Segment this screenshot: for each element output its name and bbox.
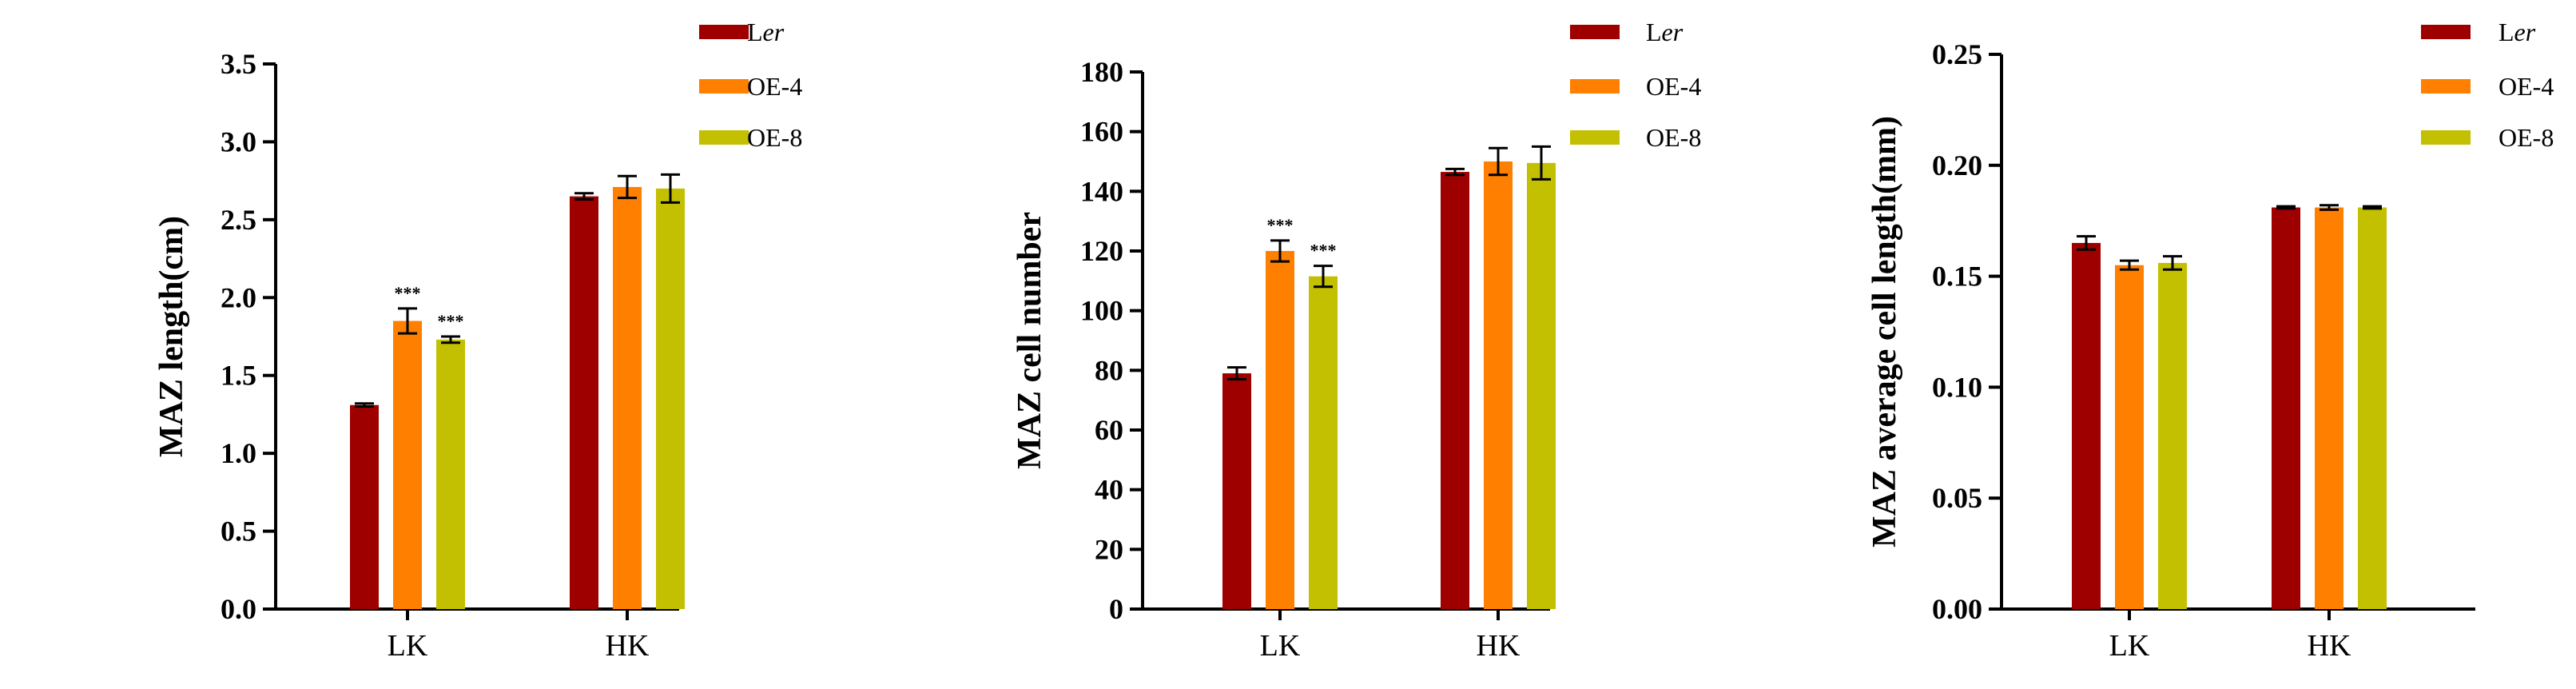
legend-swatch xyxy=(699,25,749,39)
legend-label-italic: er xyxy=(763,18,785,46)
y-tick-label: 160 xyxy=(1080,116,1123,148)
x-category-label: HK xyxy=(1477,629,1521,663)
legend-swatch xyxy=(1570,25,1620,39)
legend-label-prefix: L xyxy=(2498,18,2514,46)
legend-item-oe-4: OE-4 xyxy=(699,72,802,101)
y-axis-title: MAZ average cell length(mm) xyxy=(1866,116,1903,548)
bar-oe-4-lk xyxy=(2115,265,2144,609)
y-tick-label: 0.00 xyxy=(1932,593,1982,625)
significance-mark: *** xyxy=(438,311,464,331)
y-tick-label: 0.05 xyxy=(1932,482,1982,514)
chart-3: 0.00 0.05 0.10 0.15 0.20 0.25 MAZ average cell… xyxy=(1866,18,2554,663)
legend-label: Ler xyxy=(1646,18,1684,46)
y-tick-label: 180 xyxy=(1080,56,1123,88)
bar-oe-4-lk xyxy=(1266,251,1294,609)
y-tick-label: 120 xyxy=(1080,235,1123,267)
y-tick-label: 1.5 xyxy=(221,360,256,392)
y-tick-label: 100 xyxy=(1080,295,1123,327)
bar-oe-8-hk xyxy=(2358,207,2387,609)
legend-swatch xyxy=(1570,79,1620,94)
legend-label: OE-4 xyxy=(2498,72,2554,101)
y-tick-label: 2.0 xyxy=(221,281,256,313)
legend-label: OE-8 xyxy=(747,123,802,152)
y-tick-label: 1.0 xyxy=(221,437,256,469)
legend-swatch xyxy=(2421,25,2471,39)
legend-item-oe-4: OE-4 xyxy=(2421,72,2554,101)
significance-mark: *** xyxy=(1310,241,1337,261)
y-tick-label: 3.0 xyxy=(221,125,256,157)
y-tick-label: 80 xyxy=(1095,354,1123,386)
y-tick-label: 20 xyxy=(1095,533,1123,565)
y-tick-label: 0 xyxy=(1109,593,1123,625)
legend-label-italic: er xyxy=(2514,18,2536,46)
bar-oe-8-hk xyxy=(656,188,685,609)
bar-oe-8-lk xyxy=(1309,276,1338,609)
legend-item-ler: Ler xyxy=(2421,18,2536,46)
y-tick-label: 0.10 xyxy=(1932,371,1982,403)
bar-ler-lk xyxy=(350,404,379,609)
bar-oe-8-lk xyxy=(2158,262,2187,609)
chart-2: 0 20 40 60 80 100 120 140 160 180 MAZ cell number L… xyxy=(1012,18,1701,663)
legend-label-prefix: L xyxy=(747,18,763,46)
y-tick-label: 0.25 xyxy=(1932,38,1982,70)
legend-label: OE-4 xyxy=(747,72,802,101)
legend-item-oe-8: OE-8 xyxy=(699,123,802,152)
y-tick-label: 3.5 xyxy=(221,48,256,80)
x-category-label: HK xyxy=(2308,629,2351,663)
bar-ler-hk xyxy=(1441,172,1469,610)
legend-swatch xyxy=(699,130,749,145)
legend-swatch xyxy=(2421,79,2471,94)
legend-item-oe-8: OE-8 xyxy=(2421,123,2554,152)
legend-label: Ler xyxy=(2498,18,2536,46)
bar-oe-8-lk xyxy=(436,339,465,609)
legend-label: OE-4 xyxy=(1646,72,1701,101)
legend-item-ler: Ler xyxy=(1570,18,1684,46)
legend-item-oe-4: OE-4 xyxy=(1570,72,1701,101)
legend-item-oe-8: OE-8 xyxy=(1570,123,1701,152)
bar-ler-lk xyxy=(1222,373,1251,609)
y-axis-title: MAZ length(cm) xyxy=(153,216,190,457)
y-tick-label: 0.20 xyxy=(1932,149,1982,181)
x-category-label: HK xyxy=(606,629,650,663)
x-category-label: LK xyxy=(2109,629,2150,663)
y-axis-title: MAZ cell number xyxy=(1012,212,1048,469)
chart-1: 0.0 0.5 1.0 1.5 2.0 2.5 3.0 3.5 MAZ length(cm) LK… xyxy=(153,18,802,663)
legend-label: Ler xyxy=(747,18,785,46)
bar-ler-hk xyxy=(2272,207,2300,609)
bar-oe-4-hk xyxy=(613,186,642,610)
y-tick-label: 0.15 xyxy=(1932,261,1982,293)
legend-label-italic: er xyxy=(1662,18,1684,46)
y-tick-label: 2.5 xyxy=(221,204,256,236)
x-category-label: LK xyxy=(1260,629,1301,663)
bar-oe-4-hk xyxy=(1484,161,1513,609)
legend-swatch xyxy=(699,79,749,94)
significance-mark: *** xyxy=(1267,215,1294,235)
x-category-label: LK xyxy=(388,629,428,663)
y-tick-label: 140 xyxy=(1080,175,1123,207)
y-tick-label: 0.0 xyxy=(221,593,256,625)
y-tick-label: 40 xyxy=(1095,474,1123,506)
bar-oe-4-hk xyxy=(2315,207,2343,609)
significance-mark: *** xyxy=(395,283,421,303)
legend-item-ler: Ler xyxy=(699,18,785,46)
legend-label-prefix: L xyxy=(1646,18,1662,46)
bar-ler-lk xyxy=(2072,242,2101,609)
y-tick-label: 60 xyxy=(1095,414,1123,446)
legend-swatch xyxy=(1570,130,1620,145)
legend-label: OE-8 xyxy=(1646,123,1701,152)
y-tick-label: 0.5 xyxy=(221,516,256,548)
bar-oe-8-hk xyxy=(1527,162,1556,609)
legend-label: OE-8 xyxy=(2498,123,2554,152)
legend-swatch xyxy=(2421,130,2471,145)
bar-ler-hk xyxy=(570,196,598,610)
bar-oe-4-lk xyxy=(393,321,422,609)
